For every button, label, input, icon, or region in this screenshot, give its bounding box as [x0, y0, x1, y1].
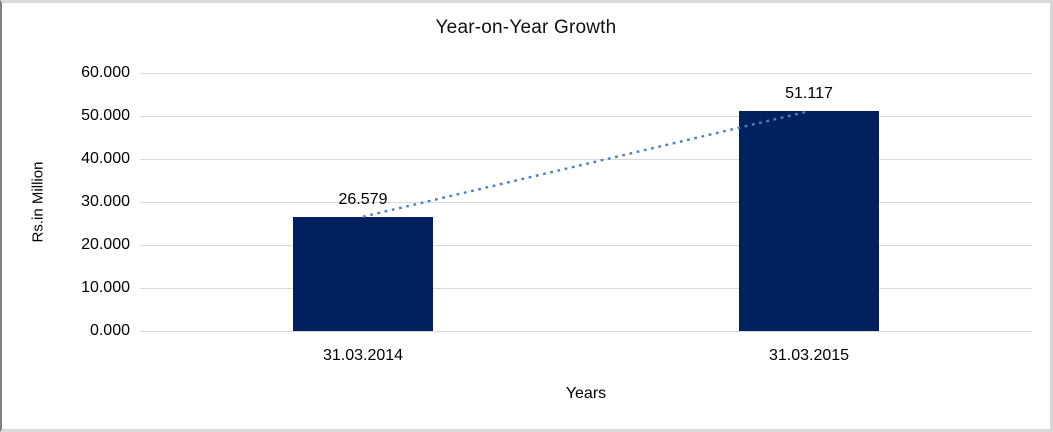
- y-tick-label: 50.000: [81, 107, 130, 124]
- gridline: [140, 244, 1032, 246]
- bar-31.03.2014: [293, 216, 433, 331]
- y-tick-label: 0.000: [89, 322, 130, 339]
- gridline: [140, 330, 1032, 332]
- x-axis-title: Years: [565, 385, 607, 402]
- gridline: [140, 72, 1032, 74]
- y-tick-label: 20.000: [81, 236, 130, 253]
- x-tick-label: 31.03.2014: [322, 347, 404, 364]
- gridline: [140, 115, 1032, 117]
- plot-area: 26.579 51.117: [140, 72, 1032, 332]
- y-tick-label: 10.000: [81, 279, 130, 296]
- y-tick-label: 60.000: [81, 64, 130, 81]
- bar-31.03.2015: [739, 111, 879, 331]
- bar-data-label: 26.579: [338, 190, 388, 208]
- gridline: [140, 287, 1032, 289]
- gridline: [140, 201, 1032, 203]
- x-tick-label: 31.03.2015: [768, 347, 850, 364]
- y-tick-label: 30.000: [81, 193, 130, 210]
- gridline: [140, 158, 1032, 160]
- bar-data-label: 51.117: [785, 85, 833, 103]
- chart-title: Year-on-Year Growth: [435, 17, 617, 38]
- y-tick-label: 40.000: [81, 150, 130, 167]
